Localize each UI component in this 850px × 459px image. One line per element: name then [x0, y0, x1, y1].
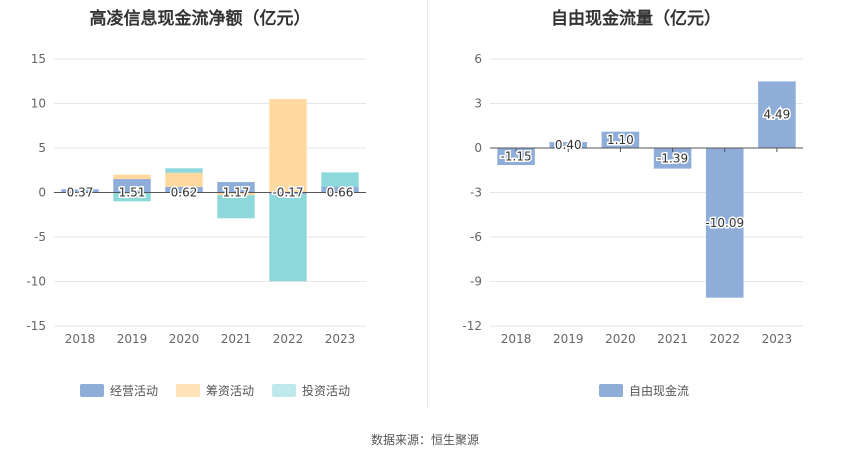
legend-label: 筹资活动: [206, 384, 255, 398]
bar-2023-series-0: [321, 186, 359, 193]
y-tick-label: 6: [474, 52, 482, 66]
bar-2020-series-1: [165, 172, 203, 187]
x-tick-label: 2023: [325, 332, 356, 346]
data-source-note: 数据来源：恒生聚源: [370, 433, 479, 447]
data-label: -1.39: [657, 151, 688, 165]
left-chart-title: 高凌信息现金流净额（亿元）: [89, 9, 311, 29]
x-tick-label: 2021: [657, 332, 688, 346]
free-cash-flow-chart: 6 3 0 -3 -6 -9 -12 -1.15 0.40 1.10 -1.39 -10.09 4.49…: [462, 52, 803, 346]
y-tick-label: 10: [31, 97, 46, 111]
legend-label: 经营活动: [110, 384, 159, 398]
legend-swatch: [80, 384, 104, 397]
data-label: 0.66: [327, 186, 354, 200]
bar-2023-series-2: [321, 172, 359, 187]
y-tick-label: 3: [474, 97, 482, 111]
data-label: -0.17: [272, 186, 303, 200]
bar-2021-series-0: [217, 182, 255, 193]
bar-2019-series-1: [113, 174, 151, 180]
legend-item-free-cash-flow[interactable]: 自由现金流: [599, 382, 689, 399]
x-tick-label: 2022: [273, 332, 304, 346]
bar-2018-series-0: [61, 189, 99, 193]
bar-2022-series-2: [269, 194, 307, 282]
bar-2019-series-0: [549, 142, 588, 148]
bar-2021-series-2: [217, 195, 255, 219]
y-tick-label: 15: [31, 52, 46, 66]
data-label: 0.40: [555, 138, 582, 152]
data-label: 4.49: [764, 108, 791, 122]
data-label: 0.62: [171, 186, 198, 200]
y-tick-label: -3: [470, 186, 482, 200]
legend-item-financing[interactable]: 筹资活动: [176, 382, 254, 399]
x-tick-label: 2023: [762, 332, 793, 346]
y-tick-label: 0: [38, 186, 46, 200]
bar-2022-series-1: [269, 99, 307, 193]
y-tick-label: -9: [470, 275, 482, 289]
data-label: -10.09: [705, 216, 744, 230]
x-tick-label: 2020: [169, 332, 200, 346]
data-label: 1.17: [223, 186, 250, 200]
legend-item-investing[interactable]: 投资活动: [272, 382, 350, 399]
data-label: -1.15: [501, 150, 532, 164]
legend-swatch: [272, 384, 297, 397]
bar-2021-series-0: [653, 148, 692, 169]
bar-2020-series-0: [601, 131, 640, 148]
y-tick-label: -6: [470, 230, 482, 244]
right-chart-title: 自由现金流量（亿元）: [551, 9, 721, 29]
x-tick-label: 2019: [117, 332, 148, 346]
data-label: 1.10: [607, 133, 634, 147]
data-label: 0.37: [67, 186, 94, 200]
bar-2018-series-0: [497, 148, 535, 166]
data-label: 1.51: [119, 186, 146, 200]
bar-2020-series-2: [165, 168, 203, 173]
x-tick-label: 2021: [221, 332, 252, 346]
bar-2019-series-0: [113, 179, 151, 193]
legend-label: 自由现金流: [629, 384, 690, 398]
x-tick-label: 2018: [65, 332, 96, 346]
x-tick-label: 2019: [553, 332, 584, 346]
legend-item-operating[interactable]: 经营活动: [80, 382, 158, 399]
y-tick-label: 0: [474, 141, 482, 155]
legend-swatch: [176, 384, 201, 397]
y-tick-label: -10: [26, 275, 46, 289]
x-tick-label: 2020: [605, 332, 636, 346]
bar-2023-series-0: [758, 81, 796, 148]
bar-2020-series-0: [165, 186, 203, 193]
right-legend: 自由现金流: [599, 382, 689, 399]
x-tick-label: 2018: [501, 332, 532, 346]
y-tick-label: 5: [38, 141, 46, 155]
bar-2019-series-2: [113, 192, 151, 202]
legend-label: 投资活动: [302, 384, 351, 398]
left-legend: 经营活动 筹资活动 投资活动: [80, 382, 350, 399]
y-tick-label: -5: [34, 230, 46, 244]
legend-swatch: [599, 384, 623, 397]
y-tick-label: -12: [462, 319, 482, 333]
y-tick-label: -15: [26, 319, 46, 333]
x-tick-label: 2022: [709, 332, 740, 346]
bar-2022-series-0: [705, 148, 744, 298]
cash-flow-net-chart: 15 10 5 0 -5 -10 -15 0.37 1.51 0.62 1.17 -0.17 0.66 2…: [26, 52, 366, 346]
panel-divider: [427, 0, 428, 408]
